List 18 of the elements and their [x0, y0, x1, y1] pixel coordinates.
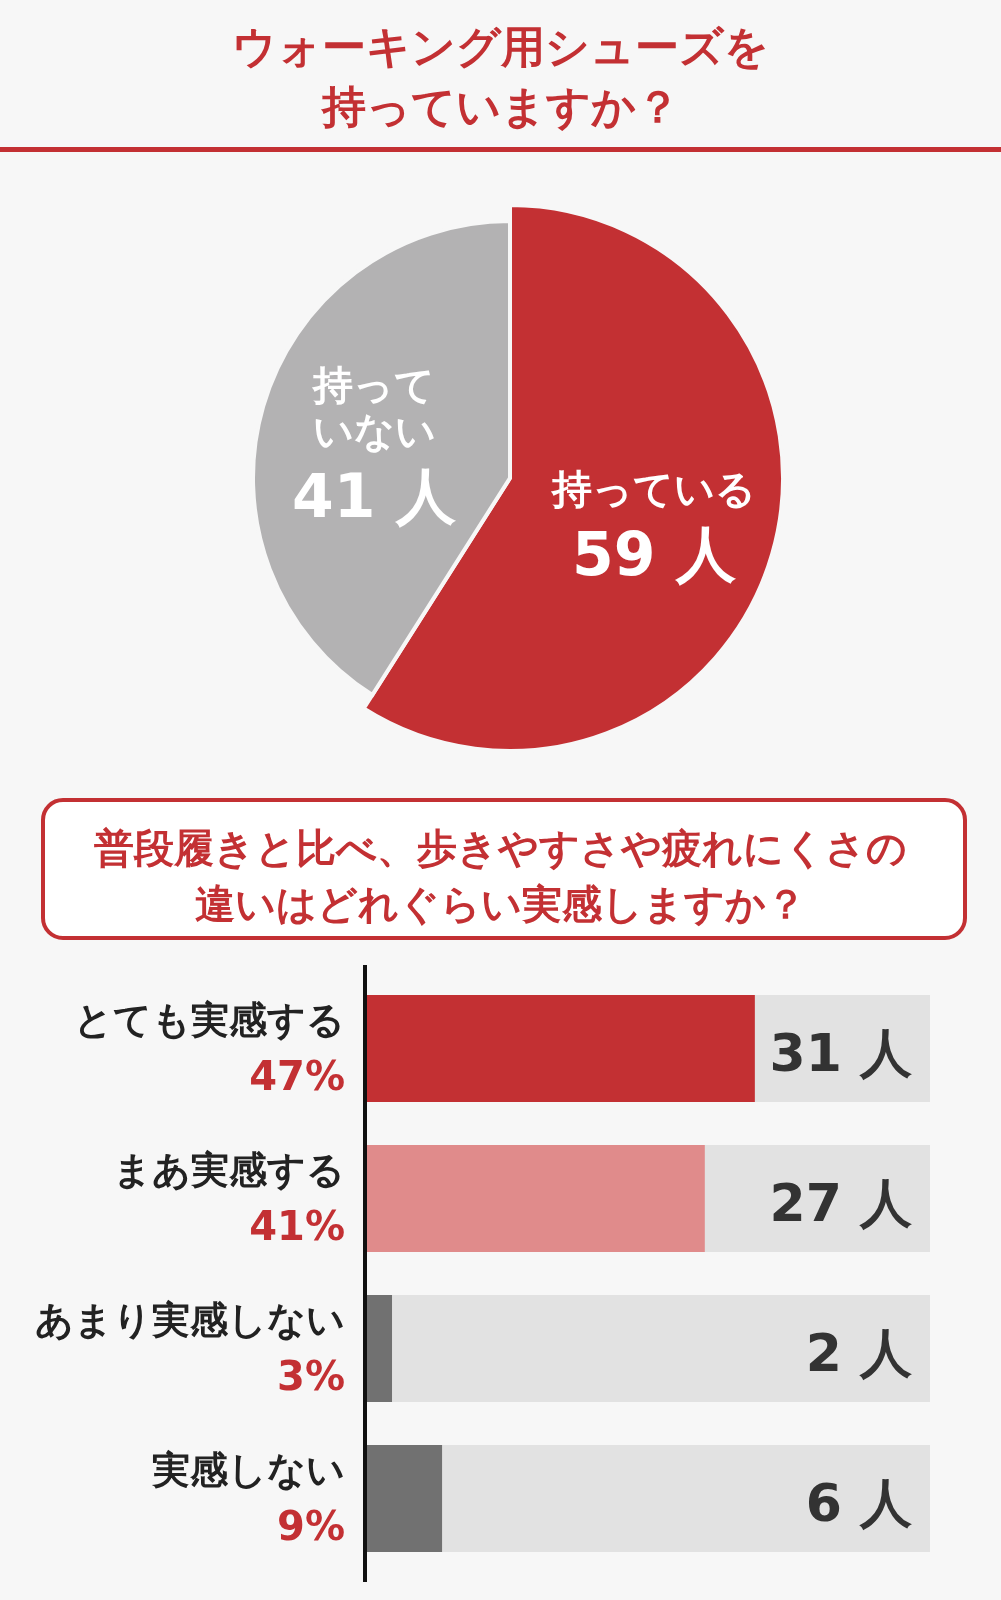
text: 3% [277, 1353, 345, 1399]
y-tick-label: とても実感する [74, 998, 345, 1042]
chart-title: ウォーキング用シューズを持っていますか？ [232, 21, 769, 132]
slice-label: 持っている [550, 465, 757, 512]
data-label: 6 人 [805, 1472, 912, 1533]
text: 47% [249, 1053, 345, 1099]
y-tick-label: あまり実感しない [35, 1298, 345, 1342]
data-label: 31 人 [769, 1022, 912, 1083]
chart-title: 普段履きと比べ、歩きやすさや疲れにくさの違いはどれぐらい実感しますか？ [94, 825, 907, 927]
y-tick-label: 実感しない [151, 1448, 345, 1492]
data-label: 2 人 [805, 1322, 912, 1383]
data-label: 27 人 [769, 1172, 912, 1233]
text: 41% [249, 1203, 345, 1249]
slice-label: 持っていない [311, 361, 436, 454]
data-label: 59 人 [571, 518, 737, 589]
y-tick-label: まあ実感する [113, 1148, 345, 1192]
text: 9% [277, 1503, 345, 1549]
data-label: 41 人 [292, 460, 457, 531]
